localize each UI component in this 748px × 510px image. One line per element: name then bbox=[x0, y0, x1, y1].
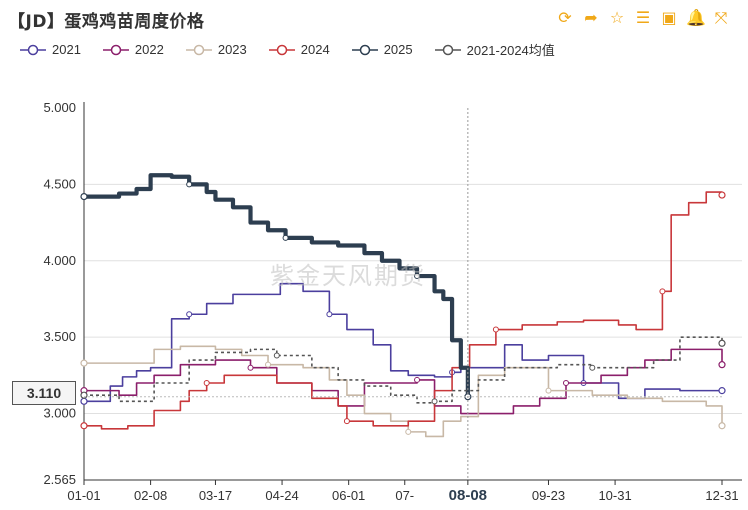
data-point bbox=[414, 273, 421, 280]
data-point bbox=[343, 418, 350, 425]
data-point bbox=[273, 352, 280, 359]
x-tick-label: 09-23 bbox=[532, 488, 565, 503]
y-tick-label: 4.500 bbox=[43, 176, 76, 191]
bell-icon[interactable]: 🔔 bbox=[686, 8, 706, 27]
legend-label: 2022 bbox=[134, 42, 164, 57]
data-point bbox=[414, 376, 421, 383]
legend-item[interactable]: 2023 bbox=[185, 40, 247, 59]
data-point bbox=[80, 391, 88, 399]
data-point bbox=[80, 422, 88, 430]
x-tick-label: 07- bbox=[395, 488, 414, 503]
data-point bbox=[659, 288, 666, 295]
x-tick-label: 06-01 bbox=[332, 488, 365, 503]
legend-item[interactable]: 2021 bbox=[20, 40, 81, 59]
legend-item[interactable]: 2021-2024均值 bbox=[434, 40, 555, 59]
data-point bbox=[405, 428, 412, 435]
data-point bbox=[265, 361, 272, 368]
data-point bbox=[563, 379, 570, 386]
data-point bbox=[80, 397, 88, 405]
data-point bbox=[186, 311, 193, 318]
legend-label: 2023 bbox=[217, 42, 247, 57]
data-point bbox=[80, 193, 88, 201]
data-point bbox=[718, 361, 726, 369]
y-tick-label: 3.500 bbox=[43, 329, 76, 344]
list-icon[interactable]: ☰ bbox=[635, 8, 651, 27]
star-icon[interactable]: ☆ bbox=[609, 8, 625, 27]
image-icon[interactable]: ▣ bbox=[661, 8, 677, 27]
legend-marker-icon bbox=[185, 44, 212, 55]
refresh-icon[interactable]: ⟳ bbox=[558, 8, 572, 27]
series-line-2025 bbox=[84, 173, 470, 397]
x-tick-label: 04-24 bbox=[265, 488, 298, 503]
data-point bbox=[545, 387, 552, 394]
legend: 2021 2022 2023 2024 2025 2021-2024均值 bbox=[20, 40, 555, 59]
share-icon[interactable]: ➦ bbox=[584, 8, 598, 27]
data-point bbox=[247, 364, 254, 371]
data-point bbox=[589, 364, 596, 371]
data-point bbox=[718, 191, 726, 199]
legend-marker-icon bbox=[20, 44, 46, 55]
data-point bbox=[282, 234, 289, 241]
x-tick-label: 03-17 bbox=[199, 488, 232, 503]
data-point bbox=[718, 339, 726, 347]
data-point bbox=[326, 311, 333, 318]
data-point bbox=[186, 181, 193, 188]
x-tick-label: 08-08 bbox=[449, 487, 487, 504]
value-tooltip: 3.110 bbox=[12, 381, 76, 405]
series-line-2023 bbox=[84, 345, 723, 438]
x-tick-label: 12-31 bbox=[705, 488, 738, 503]
series-line-2021 bbox=[84, 282, 722, 403]
y-tick-label: 2.565 bbox=[43, 472, 76, 487]
toolbar: ⟳ ➦ ☆ ☰ ▣ 🔔 ⤧ bbox=[556, 9, 730, 27]
data-point bbox=[492, 326, 499, 333]
data-point bbox=[718, 387, 726, 395]
legend-label: 2021 bbox=[52, 42, 81, 57]
legend-marker-icon bbox=[351, 44, 378, 55]
y-tick-label: 5.000 bbox=[43, 100, 76, 115]
legend-label: 2025 bbox=[383, 42, 413, 57]
x-tick-label: 01-01 bbox=[67, 488, 100, 503]
y-tick-label: 4.000 bbox=[43, 253, 76, 268]
data-point bbox=[431, 398, 438, 405]
legend-item[interactable]: 2024 bbox=[268, 40, 330, 59]
legend-marker-icon bbox=[102, 44, 129, 55]
series-line-2021-2024均值 bbox=[84, 336, 723, 404]
legend-item[interactable]: 2022 bbox=[102, 40, 164, 59]
page-title: 【JD】蛋鸡鸡苗周度价格 bbox=[8, 12, 205, 32]
legend-label: 2021-2024均值 bbox=[466, 43, 555, 58]
legend-marker-icon bbox=[434, 44, 461, 55]
title-bar: 【JD】蛋鸡鸡苗周度价格 ⟳ ➦ ☆ ☰ ▣ 🔔 ⤧ bbox=[0, 0, 748, 36]
legend-item[interactable]: 2025 bbox=[351, 40, 413, 59]
legend-marker-icon bbox=[268, 44, 295, 55]
fullscreen-icon[interactable]: ⤧ bbox=[714, 8, 728, 27]
data-point bbox=[203, 379, 210, 386]
data-point bbox=[718, 422, 726, 430]
x-tick-label: 02-08 bbox=[134, 488, 167, 503]
data-point bbox=[80, 359, 88, 367]
legend-label: 2024 bbox=[300, 42, 330, 57]
series-line-2024 bbox=[84, 191, 723, 430]
y-tick-label: 3.000 bbox=[43, 406, 76, 421]
watermark: 紫金天风期货 bbox=[270, 262, 426, 290]
x-tick-label: 10-31 bbox=[598, 488, 631, 503]
